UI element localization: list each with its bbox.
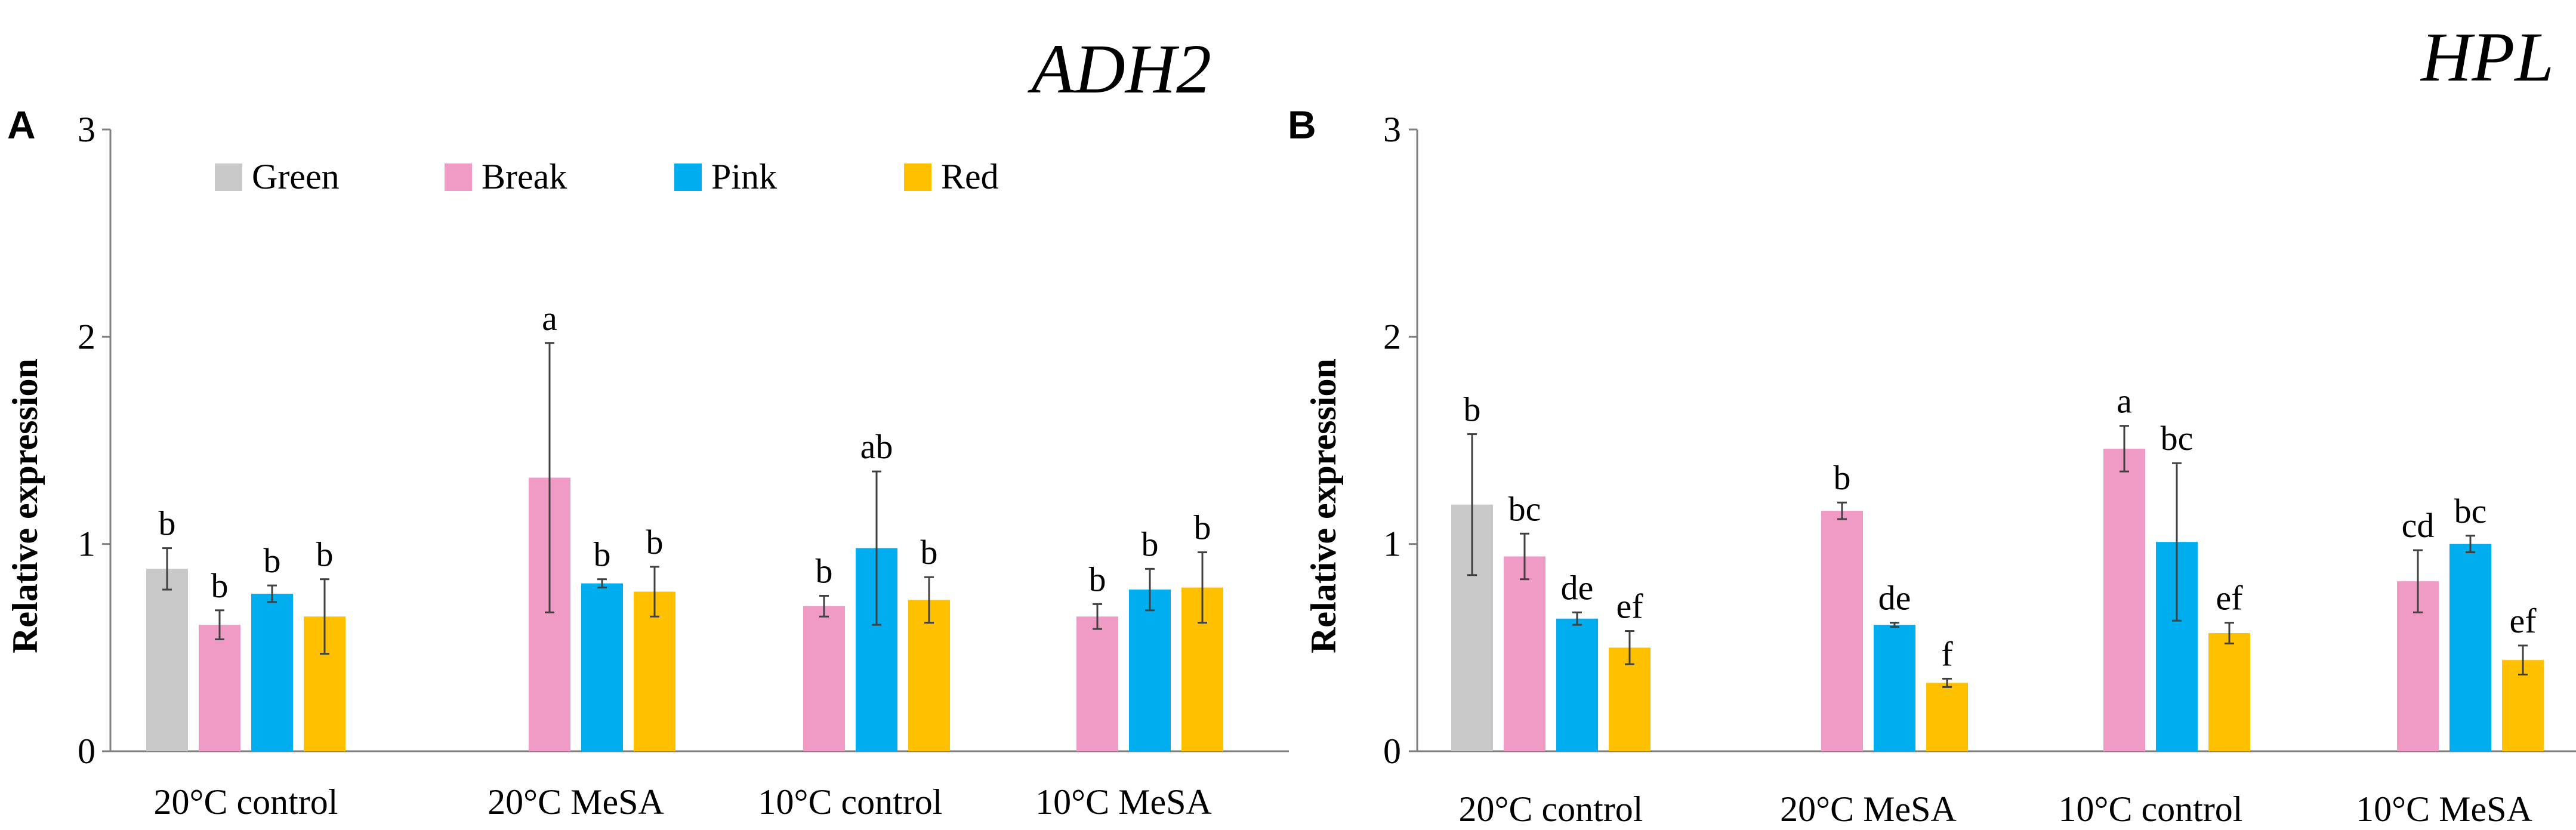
panel-b-significance-label: b	[1834, 458, 1851, 497]
panel-b-significance-label: bc	[1508, 489, 1541, 528]
panel-b-bar-pink	[1556, 618, 1598, 751]
panel-a: A ADH2 Relative expression 0 1 2 3 20°C cont…	[5, 30, 1289, 822]
panel-b-bar-pink	[1874, 625, 1915, 751]
panel-a-significance-label: b	[646, 523, 664, 561]
panel-b-significance-label: bc	[2161, 419, 2194, 458]
legend-label-pink: Pink	[711, 157, 777, 196]
panel-a-significance-label: b	[594, 535, 611, 574]
panel-b-significance-label: de	[1561, 568, 1594, 607]
panel-a-significance-label: b	[1089, 560, 1106, 598]
panel-b-x-category-label: 10°C control	[2059, 789, 2243, 829]
panel-a-bar-break	[199, 625, 240, 751]
panel-a-bar-red	[908, 600, 950, 751]
panel-b-significance-label: f	[1941, 634, 1953, 673]
panel-a-significance-label: ab	[860, 427, 893, 466]
legend-label-red: Red	[941, 157, 999, 196]
panel-b-bar-pink	[2449, 544, 2491, 751]
panel-b-x-category-label: 20°C control	[1459, 789, 1643, 829]
panel-b-bar-break	[1821, 511, 1863, 751]
panel-b-y-tick-label: 1	[1383, 524, 1401, 564]
panel-a-plot-area: 0 1 2 3 20°C control 20°C MeSA 10°C control 10°…	[78, 110, 1289, 822]
panel-a-significance-label: b	[1142, 524, 1159, 563]
panel-a-significance-label: b	[921, 533, 938, 572]
panel-a-significance-label: b	[159, 504, 176, 543]
panel-a-title: ADH2	[1027, 30, 1211, 108]
panel-b-significance-label: cd	[2402, 506, 2435, 545]
panel-b-significance-label: a	[2117, 382, 2132, 421]
panel-b-y-axis-label: Relative expression	[1304, 359, 1343, 653]
panel-b-x-category-label: 10°C MeSA	[2356, 789, 2532, 829]
legend-swatch-pink	[674, 163, 702, 191]
panel-b-bar-red	[2208, 633, 2250, 751]
panel-b-bar-break	[1504, 556, 1545, 751]
panel-a-bar-break	[803, 606, 845, 751]
panel-b-letter: B	[1288, 103, 1316, 147]
panel-b-x-category-label: 20°C MeSA	[1780, 789, 1957, 829]
panel-a-bar-break	[1076, 616, 1118, 751]
panel-b-significance-label: b	[1464, 390, 1481, 429]
panel-b-significance-label: ef	[2216, 579, 2243, 618]
panel-a-bar-pink	[1129, 590, 1171, 751]
panel-a-significance-label: b	[816, 552, 833, 591]
panel-b-significance-label: bc	[2454, 492, 2487, 530]
legend-swatch-red	[904, 163, 931, 191]
panel-b-y-tick-label: 0	[1383, 732, 1401, 771]
panel-a-legend: Green Break Pink Red	[215, 157, 999, 196]
panel-a-significance-label: b	[1194, 508, 1211, 547]
panel-a-y-tick-label: 3	[78, 110, 95, 149]
panel-a-bar-pink	[251, 594, 293, 751]
panel-b-y-tick-label: 3	[1383, 110, 1401, 149]
panel-a-x-category-label: 20°C control	[154, 782, 338, 822]
panel-a-significance-label: b	[211, 566, 229, 605]
panel-b-bar-break	[2103, 448, 2145, 751]
panel-a-significance-label: b	[264, 541, 281, 580]
panel-b-bar-red	[1926, 683, 1968, 751]
panel-b-title: HPL	[2420, 18, 2554, 96]
panel-b: B HPL Relative expression 0 1 2 3 20°C contr…	[1288, 18, 2576, 829]
legend-swatch-green	[215, 163, 242, 191]
panel-b-significance-label: ef	[2509, 601, 2537, 640]
panel-b-plot-area: 0 1 2 3 20°C control 20°C MeSA 10°C control 10°…	[1383, 110, 2576, 829]
panel-a-bar-green	[146, 569, 188, 751]
panel-a-bar-pink	[581, 583, 623, 751]
panel-a-significance-label: b	[316, 535, 334, 574]
panel-a-y-tick-label: 1	[78, 524, 95, 564]
panel-b-significance-label: de	[1878, 579, 1911, 618]
panel-a-y-axis-label: Relative expression	[5, 359, 45, 653]
legend-swatch-break	[445, 163, 472, 191]
panel-a-y-tick-label: 0	[78, 732, 95, 771]
legend-label-green: Green	[252, 157, 340, 196]
panel-a-letter: A	[7, 103, 36, 147]
legend-label-break: Break	[482, 157, 567, 196]
panel-a-bar-red	[634, 591, 675, 751]
panel-a-x-category-label: 10°C MeSA	[1035, 782, 1212, 822]
panel-b-significance-label: ef	[1616, 587, 1643, 626]
panel-a-y-tick-label: 2	[78, 317, 95, 356]
panel-a-significance-label: a	[542, 299, 557, 338]
panel-b-y-tick-label: 2	[1383, 317, 1401, 356]
panel-a-x-category-label: 20°C MeSA	[488, 782, 664, 822]
panel-a-x-category-label: 10°C control	[758, 782, 943, 822]
